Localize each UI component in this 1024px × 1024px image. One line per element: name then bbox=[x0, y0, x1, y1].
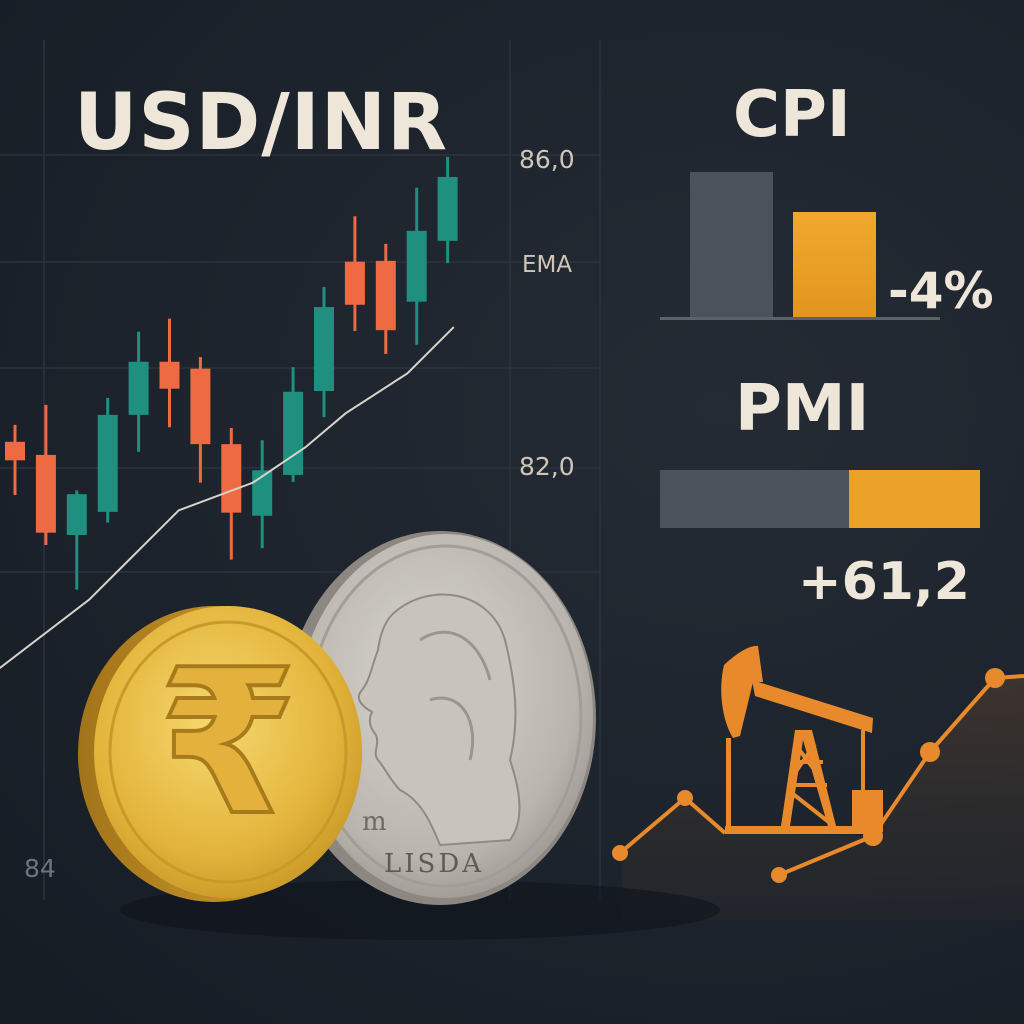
oil-line-segment bbox=[683, 796, 727, 835]
cpi-change: -4% bbox=[888, 262, 994, 320]
oil-point bbox=[920, 742, 940, 762]
candle-body bbox=[252, 470, 273, 516]
us-quarter-coin: m LISDA bbox=[284, 531, 596, 905]
oil-point bbox=[863, 826, 883, 846]
oil-point bbox=[612, 845, 628, 861]
rupee-icon: ₹ bbox=[158, 627, 297, 860]
ema-line bbox=[0, 326, 455, 669]
candle-body bbox=[406, 230, 427, 302]
candle-body bbox=[437, 176, 458, 241]
candle-down bbox=[190, 357, 211, 483]
coin-lettering: LISDA bbox=[384, 849, 484, 879]
candle-body bbox=[159, 361, 180, 389]
oil-area bbox=[622, 676, 1024, 920]
pmi-title: PMI bbox=[735, 372, 870, 446]
candle-body bbox=[35, 454, 56, 533]
chart-title: USD/INR bbox=[74, 78, 449, 168]
ema-label: EMA bbox=[522, 252, 573, 278]
y-label-84: 84 bbox=[24, 854, 56, 883]
candle-down bbox=[5, 424, 25, 495]
oil-point bbox=[677, 790, 693, 806]
candle-up bbox=[406, 187, 427, 345]
candle-body bbox=[128, 361, 149, 415]
candle-down bbox=[159, 318, 180, 428]
oil-line-segment bbox=[871, 750, 932, 838]
candle-body bbox=[66, 494, 87, 535]
candle-down bbox=[35, 404, 56, 545]
oil-line-segment bbox=[618, 796, 687, 855]
pmi-bar-fill bbox=[660, 470, 849, 528]
cpi-bar-previous bbox=[690, 172, 773, 318]
oil-pump-icon bbox=[721, 645, 883, 834]
y-label-82: 82,0 bbox=[519, 452, 575, 481]
candle-body bbox=[190, 368, 211, 445]
candle-down bbox=[221, 427, 242, 560]
candle-down bbox=[344, 216, 365, 331]
cpi-title: CPI bbox=[733, 78, 851, 152]
candle-up bbox=[128, 331, 149, 452]
candle-up bbox=[314, 287, 334, 418]
candle-body bbox=[314, 307, 334, 391]
candle-body bbox=[283, 391, 304, 475]
oil-line-segment bbox=[778, 834, 874, 877]
candle-up bbox=[97, 397, 118, 523]
candle-down bbox=[375, 243, 396, 355]
y-label-86: 86,0 bbox=[519, 145, 575, 174]
cpi-bar-current bbox=[793, 212, 876, 318]
candle-up bbox=[252, 440, 273, 549]
pmi-bar bbox=[660, 470, 980, 528]
candle-body bbox=[5, 441, 25, 461]
candle-body bbox=[97, 414, 118, 512]
candle-up bbox=[437, 156, 458, 264]
rupee-coin: ₹ bbox=[78, 606, 362, 902]
candle-body bbox=[221, 444, 242, 513]
candle-body bbox=[344, 261, 365, 305]
candle-up bbox=[66, 490, 87, 590]
coin-small-text: m bbox=[362, 807, 387, 837]
oil-point bbox=[771, 867, 787, 883]
candle-body bbox=[375, 260, 396, 331]
oil-point bbox=[985, 668, 1005, 688]
washington-profile bbox=[357, 593, 521, 847]
candle-up bbox=[283, 367, 304, 482]
pmi-value: +61,2 bbox=[798, 552, 970, 612]
oil-line-segment bbox=[928, 676, 997, 754]
cpi-baseline bbox=[660, 317, 940, 320]
